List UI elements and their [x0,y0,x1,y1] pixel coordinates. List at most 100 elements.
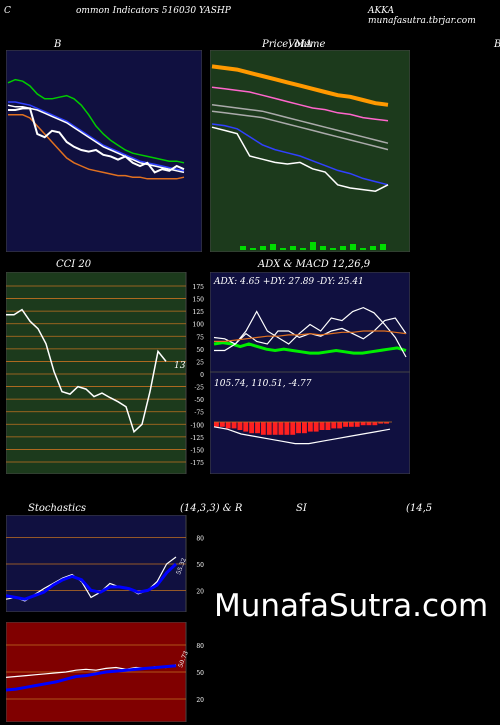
volume-bar [380,244,386,250]
bollinger-upper-line [7,78,185,164]
volume-bar [260,246,266,250]
bollinger-title: B [54,39,62,50]
price-ma-chart [210,50,410,252]
volume-bar [370,246,376,250]
cci-line [6,308,167,434]
macd-bar [372,422,378,426]
adx-bg [210,272,410,372]
cci-tick-label: 100 [193,322,205,329]
cci-tick-label: 150 [193,297,205,304]
rsi-tick-label: 80 [196,643,204,650]
volume-bar [310,242,316,250]
price-ma_orange-line [211,64,389,107]
cci-tick-label: 50 [196,347,204,354]
macd-bar [278,422,284,435]
macd-bar [284,422,290,435]
price-ma_pink-line [211,86,389,122]
macd-bar [243,422,249,432]
macd-bar [214,422,219,427]
price-ma_grey2-line [211,110,389,151]
stochastics-title: Stochastics [28,503,86,514]
macd-bar [337,422,343,429]
volume-bar [250,248,256,250]
cci-tick-label: 75 [196,334,204,341]
bollinger-lower-line [8,114,185,180]
macd-bar [319,422,325,430]
cci-tick-label: 175 [193,284,205,291]
bollinger-middle-line [8,101,185,172]
right-edge-title: B [494,39,500,50]
macd-bar [296,422,301,434]
bollinger-bg [6,50,202,252]
rsi-rsi_blue-line [6,664,177,692]
adx-chart: ADX: 4.65 +DY: 27.89 -DY: 25.41 [210,272,410,372]
macd-bar [343,422,348,427]
volume-bar [320,246,326,250]
cci-tick-label: 0 [200,372,204,379]
cci-tick-label: -50 [194,397,204,404]
cci-bg [6,272,187,474]
header-center: ommon Indicators 516030 YASHP [76,6,231,16]
rsi-tick-label: 50 [196,670,204,677]
price-ma-bg [210,50,410,252]
cci-tick-label: -125 [191,435,205,442]
macd-bar [360,422,366,426]
volume-bar [280,248,286,250]
volume-bar [350,244,356,250]
volume-bar [290,246,296,250]
volume-overlay-title: Volume [288,39,326,50]
volume-bar [270,244,276,250]
cci-tick-label: -150 [191,447,205,454]
bollinger-price-line [8,107,185,174]
macd-bar [354,422,360,427]
volume-bar [360,248,366,250]
macd-bar [325,422,331,430]
price-price-line [211,126,389,192]
macd-line-line [213,426,391,445]
rsi-tick-label: 20 [196,697,204,704]
cci-chart: 175 150 125 100 75 50 25 0 -25 -50 -75 -100 -125 -150… [6,272,205,474]
adx-pdi-line [213,306,407,358]
header-right: AKKA munafasutra.tbrjar.com [368,6,476,26]
macd-bar [260,422,266,435]
macd-bar [331,422,337,429]
adx-macd-title: ADX & MACD 12,26,9 [258,259,371,270]
stoch-tick-label: 80 [196,536,204,543]
cci-tick-label: 125 [193,309,205,316]
macd-bar [290,422,296,435]
macd-bar [366,422,372,426]
macd-bar [237,422,243,430]
macd-bar [219,422,225,427]
watermark: MunafaSutra.com [214,588,489,624]
macd-bar [272,422,278,435]
adx-adx-line [213,341,407,355]
bollinger-ma-line [7,104,185,174]
bollinger-chart [6,50,202,252]
volume-bar [330,248,336,250]
stoch-params-title: (14,3,3) & R [180,503,243,514]
macd-bar [348,422,354,427]
stoch-tick-label: 50 [196,562,204,569]
macd-bar [249,422,255,434]
rsi-params-title: (14,5 [406,503,433,514]
cci-title: CCI 20 [56,259,92,270]
header-left: C [4,6,11,16]
macd-bar [307,422,313,432]
cci-tick-label: 25 [196,359,204,366]
cci-tick-label: -25 [194,385,204,392]
macd-bar [302,422,307,434]
volume-bar [300,248,306,250]
macd-bar [255,422,260,434]
cci-value-label: 13 [174,361,186,371]
macd-bar [378,422,384,424]
stoch-tick-label: 20 [196,588,204,595]
price-ma_grey1-line [211,104,389,144]
macd-bar [313,422,319,432]
macd-chart: 105.74, 110.51, -4.77 [210,372,410,474]
macd-bar [231,422,237,429]
volume-bar [240,246,246,250]
cci-tick-label: -100 [191,422,205,429]
price-ma_blue-line [211,123,389,186]
adx-signal-line [214,330,407,343]
